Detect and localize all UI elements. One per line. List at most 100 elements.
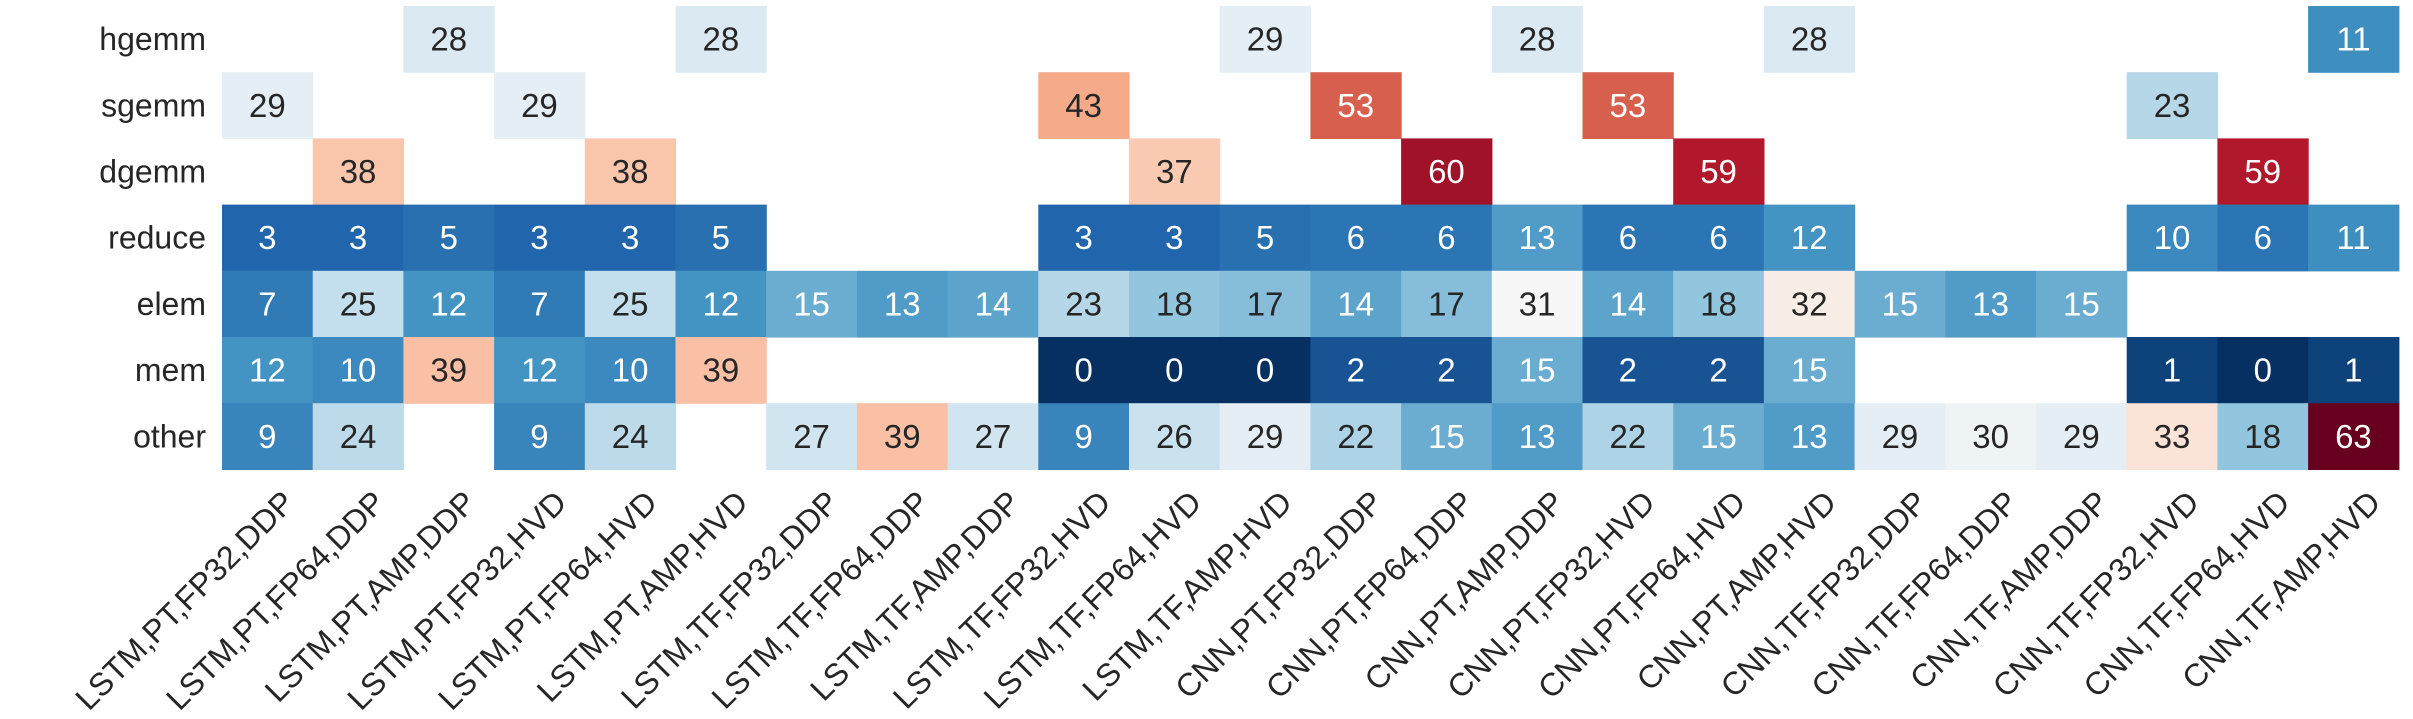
heatmap-cell-other-5 [584,403,677,470]
cell-value-label: 18 [2244,418,2281,455]
heatmap-cell-reduce-13 [1310,204,1402,272]
cell-value-label: 3 [1165,219,1183,256]
heatmap-cell-elem-18 [1763,270,1856,338]
cell-value-label: 0 [1074,352,1092,389]
heatmap-cell-reduce-15 [1491,204,1584,272]
heatmap-cell-mem-14 [1401,337,1493,404]
heatmap-cell-mem-10 [1038,337,1130,404]
cell-value-label: 5 [712,219,730,256]
cell-value-label: 12 [702,285,739,322]
cell-value-label: 17 [1247,285,1284,322]
heatmap-cell-other-4 [494,403,586,470]
cell-value-label: 2 [1619,352,1637,389]
heatmap-cell-mem-12 [1219,337,1311,404]
heatmap-cell-other-8 [856,403,949,470]
heatmap-cell-mem-17 [1673,337,1765,404]
cell-value-label: 12 [521,352,558,389]
heatmap-cell-dgemm-5 [584,138,677,206]
heatmap-cell-elem-14 [1401,270,1493,338]
heatmap-cell-reduce-2 [312,204,404,272]
heatmap-cell-other-20 [1945,403,2037,470]
cell-value-label: 15 [2063,285,2100,322]
cell-value-label: 18 [1156,285,1193,322]
cell-value-label: 59 [2244,153,2281,190]
cell-value-label: 10 [612,352,649,389]
heatmap-cell-other-10 [1038,403,1130,470]
heatmap-cell-reduce-4 [494,204,586,272]
heatmap-cell-mem-4 [494,337,586,404]
heatmap-cell-reduce-12 [1219,204,1311,272]
cell-value-label: 6 [1619,219,1637,256]
heatmap-cell-elem-9 [947,270,1039,338]
cell-value-label: 3 [621,219,639,256]
heatmap-cell-reduce-11 [1129,204,1221,272]
cell-value-label: 60 [1428,153,1465,190]
cell-value-label: 29 [2063,418,2100,455]
cell-value-label: 63 [2335,418,2372,455]
row-label-hgemm: hgemm [99,21,206,57]
cell-value-label: 12 [430,285,467,322]
cell-value-label: 7 [530,285,548,322]
heatmap-cell-other-11 [1129,403,1221,470]
heatmap-cell-elem-19 [1854,270,1946,338]
heatmap-cell-dgemm-11 [1129,138,1221,206]
cell-value-label: 23 [2154,87,2191,124]
heatmap-cell-mem-6 [675,337,767,404]
row-label-elem: elem [137,286,206,322]
heatmap-cell-elem-16 [1582,270,1674,338]
cell-value-label: 5 [440,219,458,256]
cell-value-label: 27 [975,418,1012,455]
cell-value-label: 29 [1247,418,1284,455]
cell-value-label: 3 [530,219,548,256]
cell-value-label: 29 [521,87,558,124]
heatmap-cell-elem-11 [1129,270,1221,338]
cell-value-label: 10 [340,352,377,389]
heatmap-cell-elem-3 [403,270,495,338]
cell-value-label: 9 [1074,418,1092,455]
cell-value-label: 2 [1437,352,1455,389]
cell-value-label: 24 [612,418,649,455]
cell-value-label: 2 [1709,352,1727,389]
heatmap-cell-elem-1 [222,270,314,338]
heatmap-cell-sgemm-4 [494,72,586,139]
row-label-reduce: reduce [108,220,206,256]
cell-value-label: 11 [2336,219,2370,256]
cell-value-label: 2 [1347,352,1365,389]
cell-value-label: 15 [1882,285,1919,322]
heatmap-cell-other-12 [1219,403,1311,470]
heatmap-cell-elem-7 [766,270,858,338]
cell-value-label: 15 [1791,352,1828,389]
heatmap-cell-sgemm-13 [1310,72,1402,139]
cell-value-label: 15 [1700,418,1737,455]
heatmap-cell-other-13 [1310,403,1402,470]
heatmap-cell-reduce-22 [2126,204,2218,272]
cell-value-label: 29 [1882,418,1919,455]
cell-value-label: 23 [1065,285,1102,322]
cell-value-label: 15 [1519,352,1556,389]
heatmap-cell-sgemm-22 [2126,72,2218,139]
heatmap-cell-hgemm-18 [1763,6,1856,73]
cell-value-label: 13 [884,285,921,322]
heatmap-cell-mem-2 [312,337,404,404]
heatmap-cell-dgemm-14 [1401,138,1493,206]
heatmap-cell-other-24 [2308,403,2400,470]
heatmap-cell-reduce-23 [2217,204,2309,272]
heatmap-cell-other-14 [1401,403,1493,470]
heatmap-cell-sgemm-16 [1582,72,1674,139]
y-axis-tick-labels: hgemm sgemm dgemm reduce elem mem other [99,21,206,454]
row-label-dgemm: dgemm [99,154,206,190]
cell-value-label: 38 [340,153,377,190]
cell-value-label: 33 [2154,418,2191,455]
cell-value-label: 43 [1065,87,1102,124]
cell-value-label: 39 [430,352,467,389]
cell-value-label: 53 [1609,87,1646,124]
cell-value-label: 12 [249,352,286,389]
heatmap-cell-sgemm-1 [222,72,314,139]
heatmap-cell-other-16 [1582,403,1674,470]
cell-value-label: 38 [612,153,649,190]
heatmap-cell-reduce-6 [675,204,767,272]
heatmap-cell-elem-6 [675,270,767,338]
cell-value-label: 32 [1791,285,1828,322]
heatmap-cell-other-23 [2217,403,2309,470]
heatmap-cell-other-7 [766,403,858,470]
